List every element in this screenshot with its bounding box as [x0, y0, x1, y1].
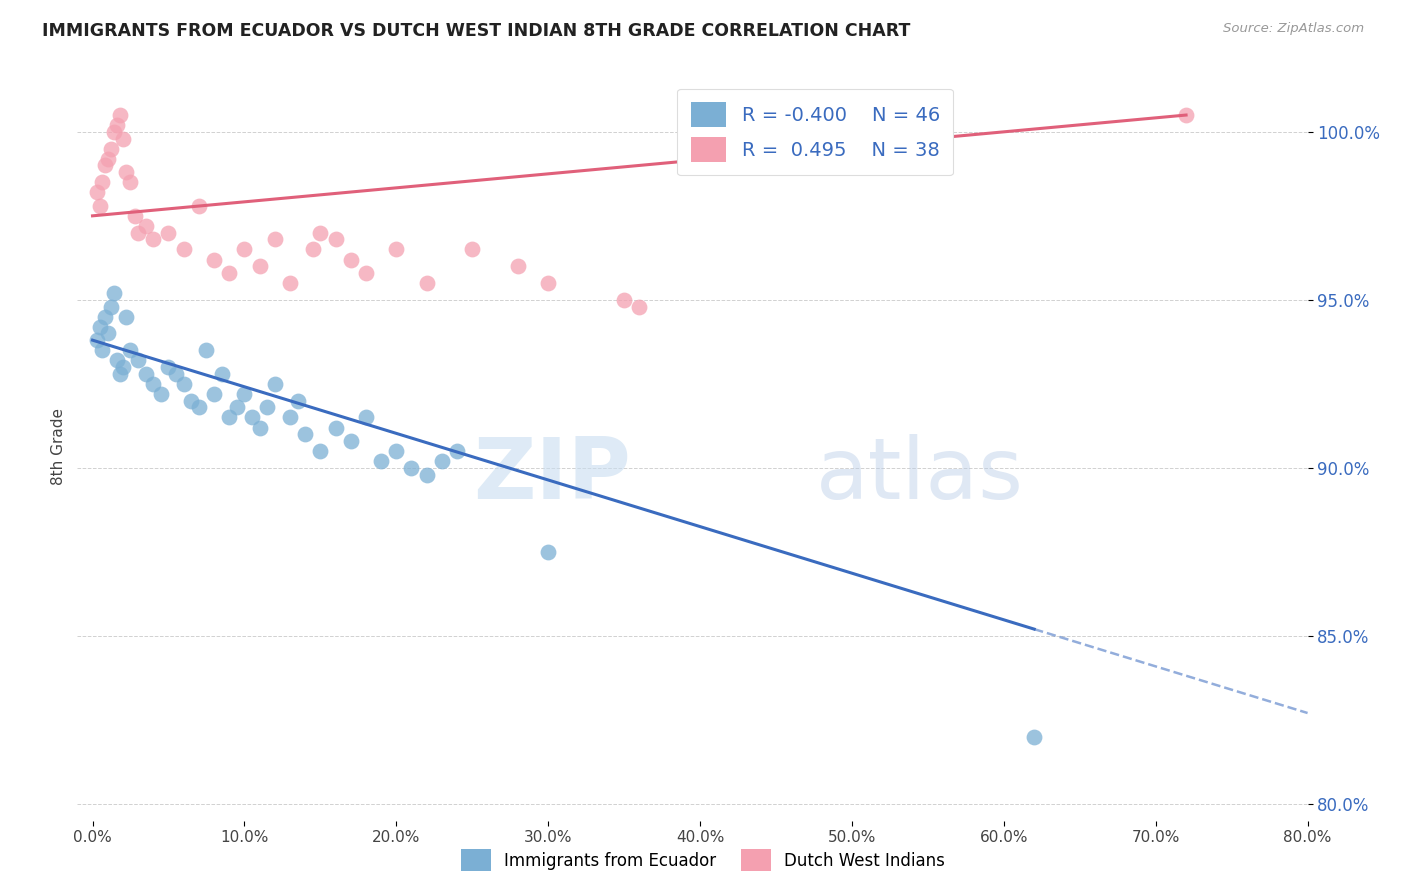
Point: [165, 367, 187, 381]
Point: [628, 300, 651, 314]
Point: [149, 387, 172, 401]
Point: [354, 410, 377, 425]
Legend: R = -0.400    N = 46, R =  0.495    N = 38: R = -0.400 N = 46, R = 0.495 N = 38: [678, 88, 953, 176]
Point: [127, 353, 149, 368]
Point: [157, 226, 180, 240]
Point: [446, 444, 468, 458]
Point: [124, 209, 146, 223]
Point: [278, 410, 301, 425]
Legend: Immigrants from Ecuador, Dutch West Indians: Immigrants from Ecuador, Dutch West Indi…: [453, 841, 953, 880]
Point: [89, 199, 111, 213]
Point: [180, 393, 202, 408]
Point: [325, 420, 347, 434]
Point: [506, 259, 529, 273]
Point: [613, 293, 636, 307]
Point: [218, 410, 240, 425]
Point: [263, 232, 285, 246]
Point: [105, 118, 128, 132]
Point: [233, 387, 256, 401]
Point: [309, 226, 332, 240]
Point: [309, 444, 332, 458]
Point: [1024, 730, 1046, 744]
Point: [86, 333, 108, 347]
Point: [111, 131, 134, 145]
Point: [103, 125, 125, 139]
Point: [430, 454, 453, 468]
Point: [108, 108, 131, 122]
Point: [195, 343, 218, 358]
Text: atlas: atlas: [815, 434, 1024, 517]
Point: [142, 232, 165, 246]
Point: [240, 410, 263, 425]
Point: [301, 243, 323, 257]
Point: [103, 286, 125, 301]
Point: [135, 219, 157, 233]
Point: [108, 367, 131, 381]
Point: [256, 401, 278, 415]
Point: [339, 252, 361, 267]
Point: [93, 158, 115, 172]
Point: [202, 387, 225, 401]
Point: [401, 460, 423, 475]
Point: [93, 310, 115, 324]
Point: [115, 165, 138, 179]
Point: [287, 393, 309, 408]
Point: [294, 427, 316, 442]
Point: [278, 276, 301, 290]
Point: [339, 434, 361, 448]
Point: [263, 376, 285, 391]
Point: [187, 401, 209, 415]
Point: [135, 367, 157, 381]
Point: [100, 300, 122, 314]
Point: [325, 232, 347, 246]
Point: [249, 259, 271, 273]
Point: [120, 175, 142, 189]
Point: [225, 401, 247, 415]
Point: [120, 343, 142, 358]
Point: [142, 376, 165, 391]
Point: [233, 243, 256, 257]
Text: Source: ZipAtlas.com: Source: ZipAtlas.com: [1223, 22, 1364, 36]
Y-axis label: 8th Grade: 8th Grade: [51, 408, 66, 484]
Point: [105, 353, 128, 368]
Point: [111, 359, 134, 374]
Point: [86, 186, 108, 200]
Point: [211, 367, 233, 381]
Text: ZIP: ZIP: [474, 434, 631, 517]
Point: [90, 175, 112, 189]
Point: [354, 266, 377, 280]
Point: [385, 444, 408, 458]
Point: [1175, 108, 1198, 122]
Point: [173, 243, 195, 257]
Point: [537, 276, 560, 290]
Point: [218, 266, 240, 280]
Point: [115, 310, 138, 324]
Point: [385, 243, 408, 257]
Point: [173, 376, 195, 391]
Point: [202, 252, 225, 267]
Point: [415, 467, 437, 482]
Point: [370, 454, 392, 468]
Text: IMMIGRANTS FROM ECUADOR VS DUTCH WEST INDIAN 8TH GRADE CORRELATION CHART: IMMIGRANTS FROM ECUADOR VS DUTCH WEST IN…: [42, 22, 911, 40]
Point: [90, 343, 112, 358]
Point: [249, 420, 271, 434]
Point: [100, 142, 122, 156]
Point: [89, 319, 111, 334]
Point: [97, 152, 120, 166]
Point: [127, 226, 149, 240]
Point: [157, 359, 180, 374]
Point: [97, 326, 120, 341]
Point: [537, 545, 560, 559]
Point: [461, 243, 484, 257]
Point: [187, 199, 209, 213]
Point: [415, 276, 437, 290]
